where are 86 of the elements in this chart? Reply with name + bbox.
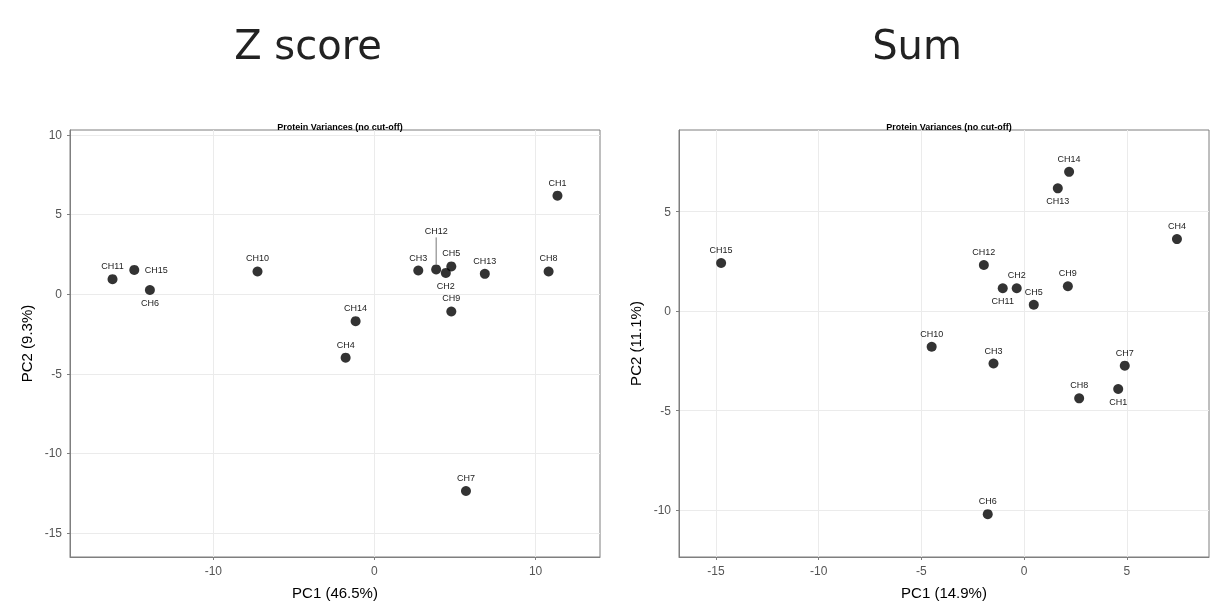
x-tick-label: -10: [810, 564, 828, 578]
y-tick-label: 5: [55, 207, 63, 222]
annotation: CH1: [548, 177, 567, 188]
annotation: CH1: [1109, 396, 1128, 407]
annotation: CH15: [144, 264, 168, 275]
chart-title: Z score: [234, 22, 382, 68]
y-tick-label: -5: [660, 403, 672, 418]
annotation: CH3: [409, 252, 428, 263]
y-tick-label: -15: [44, 526, 63, 541]
point: [978, 259, 989, 270]
point: [144, 284, 155, 295]
point: [1064, 166, 1075, 177]
point: [129, 264, 140, 275]
y-tick-label: 0: [55, 287, 63, 302]
point: [926, 341, 937, 352]
x-tick-label: 10: [528, 564, 543, 578]
point: [446, 261, 457, 272]
annotation: CH14: [1057, 153, 1081, 164]
x-tick-label: -10: [204, 564, 223, 578]
point: [479, 268, 490, 279]
point: [1119, 360, 1130, 371]
point: [431, 264, 442, 275]
point: [552, 190, 563, 201]
annotation: CH12: [972, 246, 996, 257]
y-tick-label: 0: [664, 304, 672, 319]
annotation: CH7: [1115, 347, 1134, 358]
point: [1074, 393, 1085, 404]
point: [1011, 283, 1022, 294]
annotation: CH13: [473, 255, 497, 266]
x-tick-label: -15: [707, 564, 725, 578]
point: [350, 316, 361, 327]
annotation: CH4: [1167, 221, 1186, 232]
point: [413, 265, 424, 276]
point: [446, 306, 457, 317]
point: [716, 257, 727, 268]
annotation: CH6: [978, 496, 997, 507]
y-axis-title: PC2 (11.1%): [626, 301, 644, 386]
annotation: CH4: [336, 339, 355, 350]
annotation: CH9: [442, 293, 461, 304]
y-tick-label: 5: [664, 204, 672, 219]
annotation: CH13: [1046, 196, 1070, 207]
annotation: CH12: [424, 226, 448, 237]
point: [543, 266, 554, 277]
chart-subtitle: Protein Variances (no cut-off): [277, 121, 403, 132]
annotation: CH8: [1070, 380, 1089, 391]
x-axis-title: PC1 (46.5%): [292, 584, 378, 601]
point: [997, 283, 1008, 294]
point: [1113, 383, 1124, 394]
point: [982, 509, 993, 520]
annotation: CH11: [101, 261, 124, 272]
point: [1052, 183, 1063, 194]
annotation: CH14: [344, 303, 368, 314]
annotation: CH2: [436, 280, 455, 291]
chart-title: Sum: [872, 22, 962, 68]
annotation: CH15: [709, 244, 733, 255]
point: [252, 266, 263, 277]
annotation: CH11: [991, 296, 1014, 307]
annotation: CH5: [1024, 286, 1043, 297]
chart-subtitle: Protein Variances (no cut-off): [886, 121, 1012, 132]
annotation: CH5: [442, 248, 461, 259]
x-axis-title: PC1 (14.9%): [901, 584, 987, 601]
y-tick-label: -10: [653, 503, 672, 518]
annotation: CH2: [1007, 270, 1026, 281]
point: [988, 358, 999, 369]
annotation: CH3: [984, 345, 1003, 356]
annotation: CH6: [140, 297, 159, 308]
point: [107, 274, 118, 285]
y-axis-title: PC2 (9.3%): [17, 304, 35, 383]
x-tick-label: 0: [1020, 564, 1028, 578]
x-tick-label: 5: [1123, 564, 1131, 578]
annotation: CH10: [246, 253, 270, 264]
point: [340, 352, 351, 363]
x-tick-label: -5: [916, 564, 928, 578]
y-tick-label: -10: [44, 446, 63, 461]
point: [440, 267, 451, 278]
point: [1062, 281, 1073, 292]
annotation: CH9: [1058, 268, 1077, 279]
annotation: CH10: [920, 328, 944, 339]
x-tick-label: 0: [371, 564, 379, 578]
point: [1028, 299, 1039, 310]
annotation: CH7: [456, 473, 475, 484]
point: [1171, 234, 1182, 245]
annotation: CH8: [539, 253, 558, 264]
y-tick-label: 10: [48, 127, 63, 142]
point: [460, 486, 471, 497]
y-tick-label: -5: [51, 366, 63, 381]
